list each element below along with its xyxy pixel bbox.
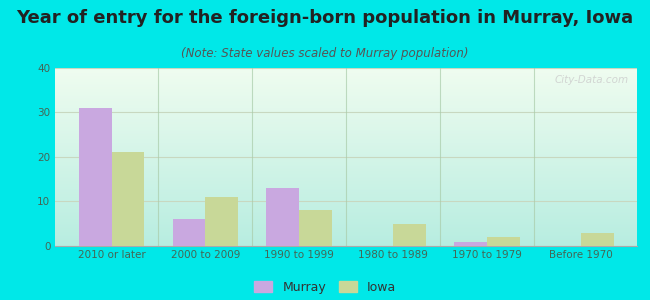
Legend: Murray, Iowa: Murray, Iowa [254,281,396,294]
Bar [112,152,144,246]
Bar [299,210,332,246]
Bar [205,197,238,246]
Bar [487,237,520,246]
Bar [79,108,112,246]
Bar [266,188,299,246]
Bar [580,232,614,246]
Text: (Note: State values scaled to Murray population): (Note: State values scaled to Murray pop… [181,46,469,59]
Bar [454,242,487,246]
Bar [172,219,205,246]
Bar [393,224,426,246]
Text: City-Data.com: City-Data.com [554,75,629,85]
Text: Year of entry for the foreign-born population in Murray, Iowa: Year of entry for the foreign-born popul… [16,9,634,27]
